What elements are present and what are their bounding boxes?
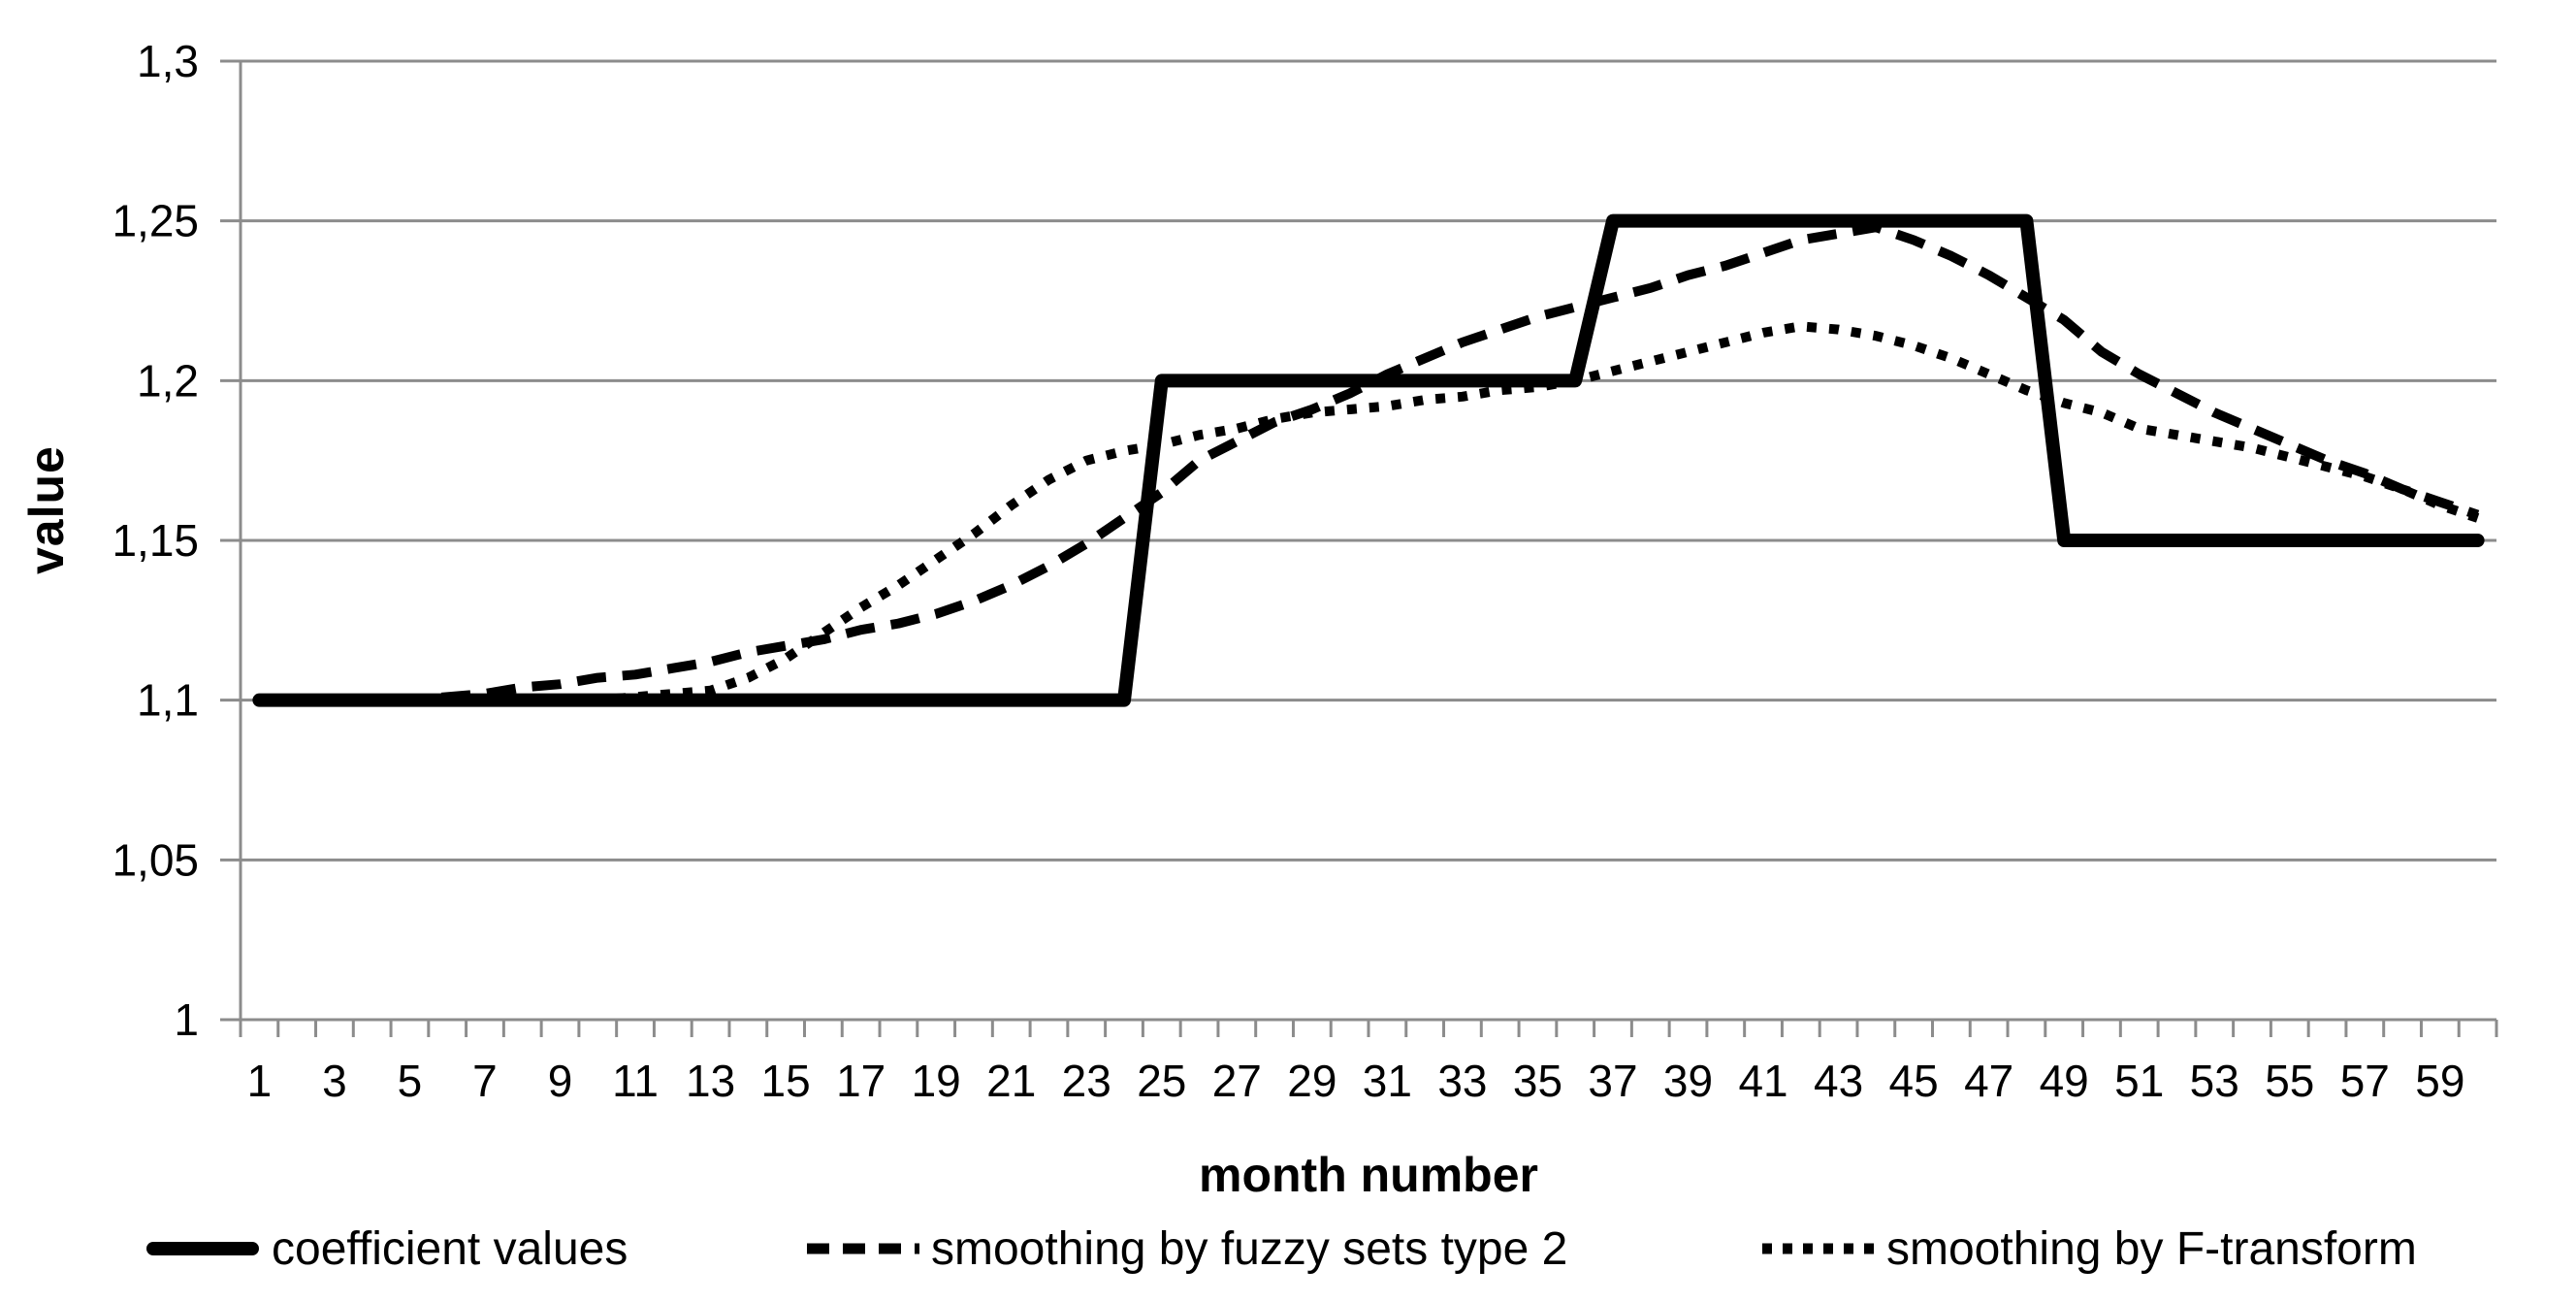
y-tick-label: 1,25	[112, 196, 199, 246]
x-tick-label: 33	[1437, 1056, 1487, 1106]
x-axis-title: month number	[1199, 1148, 1538, 1202]
legend-label: smoothing by F-transform	[1886, 1222, 2417, 1275]
x-tick-label: 7	[472, 1056, 498, 1106]
x-tick-label: 49	[2040, 1056, 2089, 1106]
x-tick-label: 3	[322, 1056, 347, 1106]
x-tick-label: 59	[2415, 1056, 2464, 1106]
x-tick-label: 37	[1588, 1056, 1637, 1106]
x-tick-label: 55	[2265, 1056, 2314, 1106]
x-tick-label: 45	[1889, 1056, 1939, 1106]
x-tick-label: 29	[1287, 1056, 1336, 1106]
x-tick-label: 23	[1062, 1056, 1111, 1106]
series-dashed-line	[259, 222, 2480, 705]
legend: coefficient values smoothing by fuzzy se…	[0, 1215, 2576, 1292]
y-tick-label: 1,05	[112, 834, 199, 885]
x-tick-label: 35	[1513, 1056, 1562, 1106]
legend-label: coefficient values	[272, 1222, 628, 1275]
x-tick-label: 51	[2114, 1056, 2164, 1106]
x-tick-label: 9	[548, 1056, 573, 1106]
dotted-line-swatch-icon	[1762, 1243, 1875, 1254]
x-tick-label: 25	[1137, 1056, 1186, 1106]
x-tick-label: 5	[398, 1056, 423, 1106]
x-tick-label: 31	[1363, 1056, 1412, 1106]
x-tick-label: 27	[1212, 1056, 1262, 1106]
series-dotted-line	[259, 321, 2480, 705]
dashed-line-swatch-icon	[807, 1243, 919, 1254]
y-tick-label: 1,1	[137, 675, 199, 726]
legend-entry-fuzzy-sets: smoothing by fuzzy sets type 2	[805, 1215, 1567, 1283]
x-tick-label: 57	[2340, 1056, 2390, 1106]
x-tick-label: 39	[1663, 1056, 1713, 1106]
y-tick-label: 1,15	[112, 515, 199, 566]
y-tick-label: 1,2	[137, 355, 199, 406]
x-tick-label: 17	[836, 1056, 886, 1106]
x-tick-label: 15	[761, 1056, 811, 1106]
solid-line-swatch-icon	[146, 1242, 259, 1255]
legend-label: smoothing by fuzzy sets type 2	[931, 1222, 1568, 1275]
series-solid-line	[252, 213, 2485, 707]
x-tick-label: 47	[1964, 1056, 2013, 1106]
y-tick-label: 1	[174, 994, 199, 1045]
x-tick-label: 19	[912, 1056, 961, 1106]
y-tick-label: 1,3	[137, 36, 199, 86]
y-axis-title: value	[19, 445, 74, 574]
x-tick-label: 11	[612, 1056, 659, 1106]
x-tick-label: 1	[247, 1056, 273, 1106]
x-tick-label: 43	[1814, 1056, 1863, 1106]
x-tick-label: 41	[1738, 1056, 1787, 1106]
x-tick-label: 53	[2190, 1056, 2239, 1106]
legend-entry-coefficient-values: coefficient values	[145, 1215, 628, 1283]
x-tick-label: 13	[686, 1056, 735, 1106]
x-tick-label: 21	[986, 1056, 1036, 1106]
legend-entry-f-transform: smoothing by F-transform	[1760, 1215, 2417, 1283]
